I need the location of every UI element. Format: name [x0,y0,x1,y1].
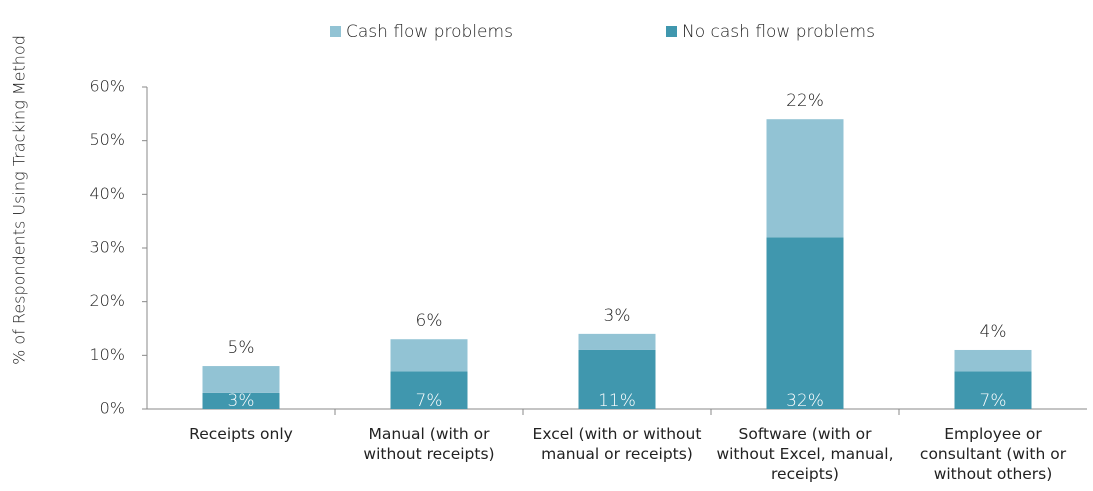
y-tick-label: 50% [89,130,125,149]
data-label: 7% [416,391,443,411]
x-tick-label: Excel (with or without manual or receipt… [532,425,702,463]
y-tick-label: 10% [89,345,125,364]
x-tick-label: Receipts only [189,425,293,443]
bar-segment [578,333,656,350]
y-tick-label: 30% [89,238,125,257]
y-tick-label: 0% [100,399,125,418]
data-label: 4% [980,322,1007,342]
data-label: 3% [604,306,631,326]
x-tick-label: Software (with or without Excel, manual,… [716,425,894,483]
data-label: 6% [416,311,443,331]
data-label: 11% [598,391,636,411]
data-label: 7% [980,391,1007,411]
data-label: 32% [786,391,824,411]
y-axis-label: % of Respondents Using Tracking Method [10,35,29,365]
data-label: 3% [228,391,255,411]
x-tick-label: Manual (with or without receipts) [363,425,495,463]
x-tick-label: Employee or consultant (with or without … [919,425,1067,483]
y-tick-label: 20% [89,291,125,310]
bar-segment [202,392,280,409]
legend-label: No cash flow problems [682,22,875,42]
bar-segment [766,119,844,238]
legend-swatch [666,26,677,37]
bar-segment [766,237,844,409]
data-label: 5% [228,338,255,358]
bar-segment [202,366,280,393]
bar-segment [578,349,656,409]
data-label: 22% [786,91,824,111]
y-tick-label: 60% [89,77,125,96]
y-tick-label: 40% [89,184,125,203]
bar-segment [390,371,468,409]
bar-segment [954,349,1032,372]
legend-label: Cash flow problems [346,22,513,42]
bar-segment [390,339,468,372]
legend-swatch [330,26,341,37]
bar-segment [954,371,1032,409]
